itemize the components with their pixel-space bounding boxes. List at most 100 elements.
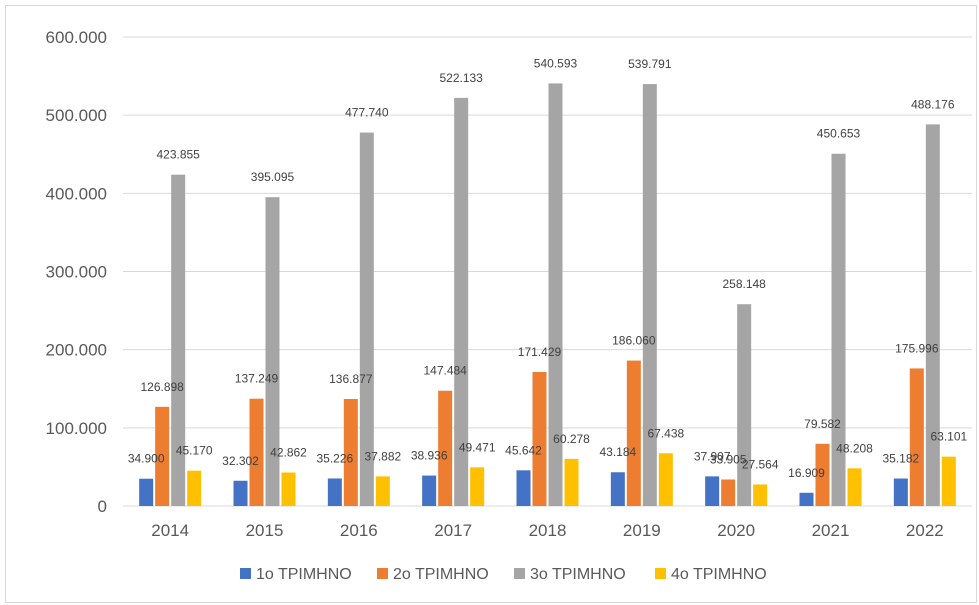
data-label: 43.184: [599, 445, 636, 459]
bar: [249, 398, 264, 506]
data-label: 147.484: [423, 364, 467, 378]
x-tick-label: 2015: [246, 521, 284, 540]
x-axis-ticks: 2014 2015 2016 2017 2018 2019 2020 2021 2022: [151, 521, 943, 540]
bar: [139, 478, 154, 506]
data-label: 137.249: [235, 372, 279, 386]
legend-swatch: [655, 568, 666, 579]
bar: [564, 458, 579, 506]
bar: [548, 83, 563, 507]
bar: [831, 153, 846, 507]
data-label: 35.182: [882, 451, 919, 465]
bar: [799, 492, 814, 506]
legend-swatch: [240, 568, 251, 579]
data-label: 45.642: [505, 443, 542, 457]
x-tick-label: 2014: [151, 521, 189, 540]
data-label: 395.095: [251, 170, 295, 184]
legend-label: 3ο ΤΡΙΜΗΝΟ: [530, 566, 626, 583]
bar: [438, 390, 453, 506]
bars: [139, 83, 956, 507]
data-label: 79.582: [804, 417, 841, 431]
y-tick-label: 300.000: [46, 263, 107, 282]
data-label: 34.900: [128, 452, 165, 466]
data-label: 423.855: [156, 148, 200, 162]
data-label: 126.898: [140, 380, 184, 394]
bar: [343, 399, 358, 506]
bar: [642, 84, 657, 507]
data-label: 42.862: [270, 445, 307, 459]
data-label: 540.593: [534, 56, 578, 70]
data-label: 27.564: [742, 457, 779, 471]
legend-label: 1ο ΤΡΙΜΗΝΟ: [256, 566, 352, 583]
legend-swatch: [377, 568, 388, 579]
legend-label: 4ο ΤΡΙΜΗΝΟ: [671, 566, 767, 583]
bar: [610, 472, 625, 506]
bar: [705, 476, 720, 506]
bar: [375, 476, 390, 506]
data-label: 32.302: [222, 454, 259, 468]
gridlines: [123, 36, 972, 507]
bar: [187, 470, 202, 506]
bar: [327, 478, 342, 506]
x-tick-label: 2021: [812, 521, 850, 540]
data-label: 35.226: [316, 451, 353, 465]
data-label: 488.176: [911, 97, 955, 111]
data-label: 38.936: [411, 449, 448, 463]
x-tick-label: 2019: [623, 521, 661, 540]
bar: [721, 479, 736, 506]
bar: [359, 132, 374, 506]
data-label: 186.060: [612, 334, 656, 348]
legend-label: 2ο ΤΡΙΜΗΝΟ: [393, 566, 489, 583]
data-label: 67.438: [647, 426, 684, 440]
bar: [171, 174, 186, 506]
x-tick-label: 2017: [434, 521, 472, 540]
chart-frame: 0 100.000 200.000 300.000 400.000 500.000 600.…: [5, 5, 977, 603]
data-label: 37.882: [364, 449, 401, 463]
bar: [658, 453, 673, 506]
legend: 1ο ΤΡΙΜΗΝΟ 2ο ΤΡΙΜΗΝΟ 3ο ΤΡΙΜΗΝΟ 4ο ΤΡΙΜΗΝΟ: [240, 566, 767, 583]
data-label: 33.905: [710, 452, 747, 466]
data-label: 477.740: [345, 106, 389, 120]
x-tick-label: 2020: [717, 521, 755, 540]
y-tick-label: 600.000: [46, 28, 107, 47]
data-label: 16.909: [788, 466, 825, 480]
data-label: 49.471: [459, 440, 496, 454]
bar-chart: 0 100.000 200.000 300.000 400.000 500.000 600.…: [46, 28, 972, 583]
bar: [265, 197, 280, 506]
data-label: 171.429: [518, 345, 562, 359]
data-label: 60.278: [553, 432, 590, 446]
y-axis-ticks: 0 100.000 200.000 300.000 400.000 500.000 600.…: [46, 28, 107, 516]
data-label: 48.208: [836, 441, 873, 455]
data-label: 539.791: [628, 57, 672, 71]
bar: [847, 468, 862, 506]
bar: [422, 475, 437, 506]
bar: [155, 406, 170, 506]
data-label: 522.133: [439, 71, 483, 85]
data-label: 450.653: [817, 127, 861, 141]
bar: [470, 467, 485, 506]
bar: [626, 360, 641, 506]
y-tick-label: 200.000: [46, 341, 107, 360]
bar: [941, 456, 956, 506]
data-label: 136.877: [329, 372, 373, 386]
data-label: 37.907: [694, 449, 731, 463]
data-label: 258.148: [722, 277, 766, 291]
bar: [925, 124, 940, 507]
legend-swatch: [514, 568, 525, 579]
bar: [815, 443, 830, 506]
bar: [281, 472, 296, 506]
y-tick-label: 400.000: [46, 184, 107, 203]
y-tick-label: 100.000: [46, 419, 107, 438]
y-tick-label: 500.000: [46, 106, 107, 125]
bar: [233, 480, 248, 506]
data-label: 175.996: [895, 341, 939, 355]
data-label: 45.170: [176, 444, 213, 458]
x-tick-label: 2018: [529, 521, 567, 540]
bar: [454, 97, 469, 507]
bar: [893, 478, 908, 506]
x-tick-label: 2016: [340, 521, 378, 540]
x-tick-label: 2022: [906, 521, 944, 540]
bar: [532, 371, 547, 506]
bar: [737, 304, 752, 506]
y-tick-label: 0: [98, 497, 107, 516]
bar: [753, 484, 768, 506]
